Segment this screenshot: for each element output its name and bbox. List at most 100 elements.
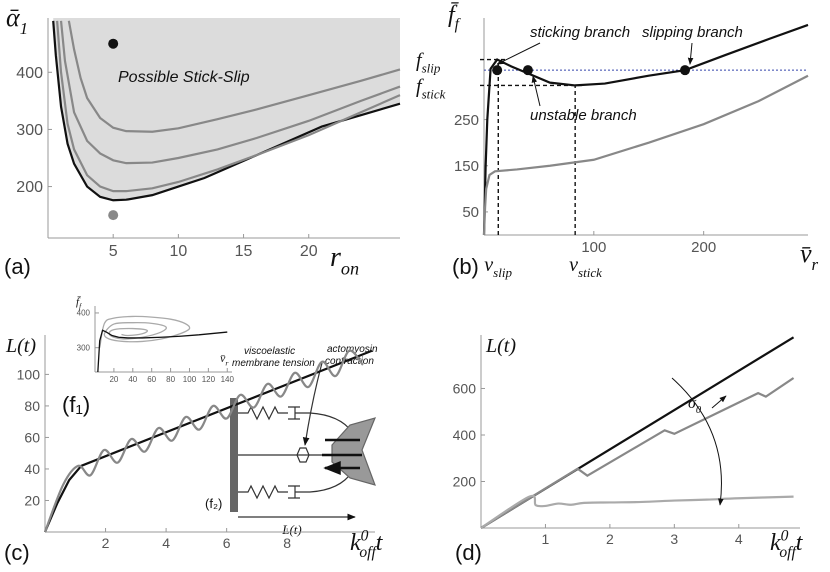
x-axis-label: ron (330, 242, 359, 278)
curve (59, 20, 401, 165)
x-tick-label: 2 (102, 535, 110, 551)
actomyosin-label: actomyosin (327, 344, 378, 355)
x-axis-label-part: k (770, 530, 781, 556)
y-axis-label: f̄f (448, 2, 462, 33)
dashpot (288, 485, 310, 499)
panel-label: (a) (4, 254, 31, 279)
x-tick-label: 3 (670, 531, 678, 547)
y-marker-label: fslip (416, 50, 441, 76)
curve (43, 349, 373, 533)
y-marker-label-part: f (416, 50, 424, 72)
panel-label: (d) (455, 540, 482, 565)
shaded-region (53, 18, 400, 201)
y-tick-label: 200 (16, 179, 43, 196)
panel: 5 10 15 20 200 300 400 (16, 18, 401, 260)
curve (67, 20, 401, 133)
x-axis-label-part: t (376, 530, 384, 556)
y-tick-label: 250 (454, 112, 479, 129)
x-axis-label-part: v̄ (220, 351, 226, 365)
x-tick-label: 80 (166, 375, 175, 384)
x-axis-label: v̄r (220, 351, 229, 368)
x-tick-label: 20 (300, 243, 318, 260)
curve (52, 20, 401, 202)
y-tick-label: 20 (24, 492, 40, 508)
annotation-arrow (671, 377, 724, 506)
x-axis-label-part: off (779, 544, 798, 561)
y-tick-label: 400 (77, 309, 91, 318)
curve (56, 20, 401, 193)
curve (480, 377, 795, 529)
f2-diagram (230, 362, 377, 521)
actomyosin-label: contraction (325, 356, 374, 367)
x-tick-label: 15 (235, 243, 253, 260)
y-tick-label: 50 (462, 204, 479, 221)
membrane-label: viscoelastic (244, 346, 295, 357)
annotation: slipping branch (642, 24, 743, 41)
wall (230, 398, 238, 512)
panel-label: (b) (452, 254, 479, 279)
y-axis-label: f̄f (76, 296, 82, 310)
x-tick-label: 5 (109, 243, 118, 260)
curve (482, 23, 809, 236)
force-arrows (322, 438, 362, 468)
curve (43, 349, 364, 533)
y-axis-label-part: f (455, 16, 462, 33)
x-axis-label-part: 0 (361, 527, 369, 544)
y-tick-label: 60 (24, 429, 40, 445)
point (492, 65, 503, 76)
f2-labels: viscoelastic membrane tension actomyosin… (205, 344, 378, 537)
x-tick-label: 100 (581, 239, 606, 256)
y-tick-label: 150 (454, 158, 479, 175)
x-tick-label: 200 (691, 239, 716, 256)
point (108, 38, 119, 49)
x-tick-label: 10 (169, 243, 187, 260)
x-axis-label-part: r (330, 242, 341, 273)
y-tick-label: 400 (453, 427, 477, 443)
annotation: unstable branch (530, 107, 637, 124)
x-tick-label: 100 (183, 375, 197, 384)
curve (97, 329, 228, 373)
x-axis-label-part: 0 (781, 527, 789, 544)
x-tick-label: 4 (162, 535, 170, 551)
panel-label: (f₁) (62, 392, 90, 417)
y-axis-label: L(t) (485, 335, 516, 357)
x-marker-label-part: slip (493, 265, 512, 280)
x-axis-label-part: k (350, 530, 361, 556)
y-tick-label: 400 (16, 65, 43, 82)
y-tick-label: 600 (453, 380, 477, 396)
annotation-arrow (711, 395, 727, 409)
x-axis-label-part: t (796, 530, 804, 556)
y-tick-label: 40 (24, 461, 40, 477)
annotation: σ0 (688, 395, 702, 416)
y-axis-label-part: f̄ (76, 296, 81, 308)
y-axis-label: L(t) (5, 335, 36, 357)
annotation: sticking branch (530, 24, 630, 41)
annotation-part: 0 (696, 405, 702, 416)
x-marker-label: vstick (569, 254, 602, 280)
x-tick-label: 20 (109, 375, 118, 384)
annotation-part: σ (688, 395, 697, 412)
y-axis-label-part: 1 (20, 19, 28, 38)
x-marker-label-part: stick (578, 265, 602, 280)
protrusion (331, 417, 377, 486)
panel: 20 40 60 80 100 120 140 300 400 (77, 306, 234, 384)
curve (99, 315, 191, 348)
x-tick-label: 120 (202, 375, 216, 384)
annotation-arrow (531, 75, 541, 107)
y-axis-label: ᾱ1 (6, 3, 28, 38)
panel-label: (c) (4, 540, 30, 565)
x-axis-label: k0 offt (350, 527, 384, 561)
x-tick-label: 2 (606, 531, 614, 547)
spring (238, 484, 288, 500)
x-axis-label: k0 offt (770, 527, 804, 561)
y-axis-label-part: ᾱ (6, 3, 21, 32)
panel: 1 2 3 4 200 400 600 (453, 335, 800, 547)
x-marker-label-part: v (569, 254, 578, 276)
point (522, 65, 533, 76)
y-marker-label-part: slip (422, 61, 441, 76)
x-axis-label: v̄r (800, 239, 819, 274)
x-tick-label: 1 (542, 531, 550, 547)
annotation-arrow (687, 42, 694, 65)
x-axis-label-part: r (225, 359, 229, 368)
